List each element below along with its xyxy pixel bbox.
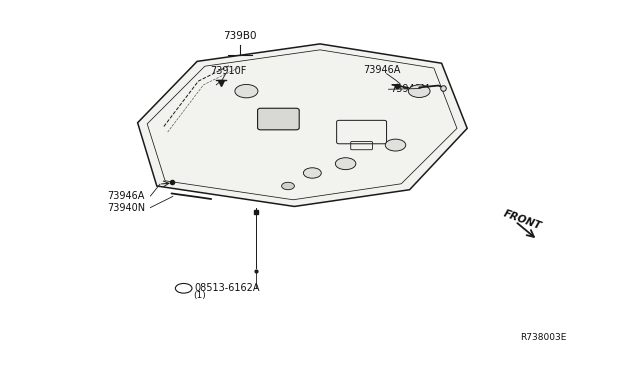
FancyBboxPatch shape (257, 108, 300, 130)
Text: 73946A: 73946A (364, 65, 401, 75)
Text: 73910F: 73910F (210, 67, 246, 76)
Circle shape (335, 158, 356, 170)
Text: S: S (181, 284, 186, 293)
Text: FRONT: FRONT (502, 208, 543, 231)
Circle shape (408, 85, 430, 97)
Circle shape (235, 84, 258, 98)
Polygon shape (138, 44, 467, 206)
Text: (1): (1) (193, 291, 206, 300)
Circle shape (175, 283, 192, 293)
Text: 73946A: 73946A (108, 191, 145, 201)
Text: 739B0: 739B0 (223, 31, 257, 41)
Circle shape (385, 139, 406, 151)
Text: R738003E: R738003E (520, 333, 566, 342)
Text: 08513-6162A: 08513-6162A (195, 283, 260, 293)
Text: 73940M: 73940M (390, 84, 429, 94)
Circle shape (282, 182, 294, 190)
Text: 73940N: 73940N (108, 203, 146, 212)
Circle shape (303, 168, 321, 178)
